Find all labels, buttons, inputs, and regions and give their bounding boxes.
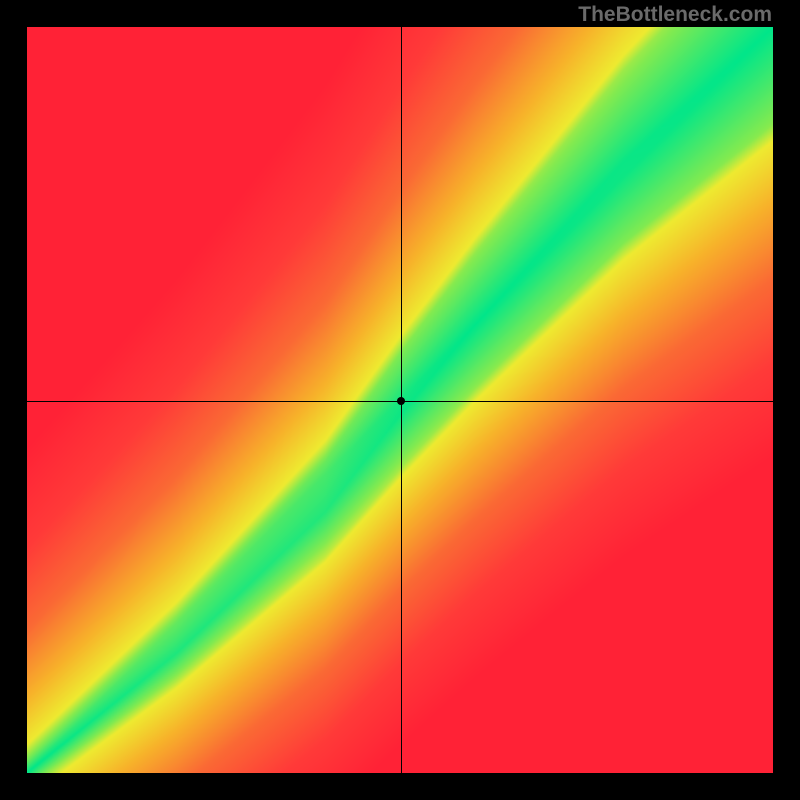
attribution-text: TheBottleneck.com: [578, 3, 772, 27]
plot-area: [27, 27, 773, 773]
crosshair-dot: [397, 397, 405, 405]
